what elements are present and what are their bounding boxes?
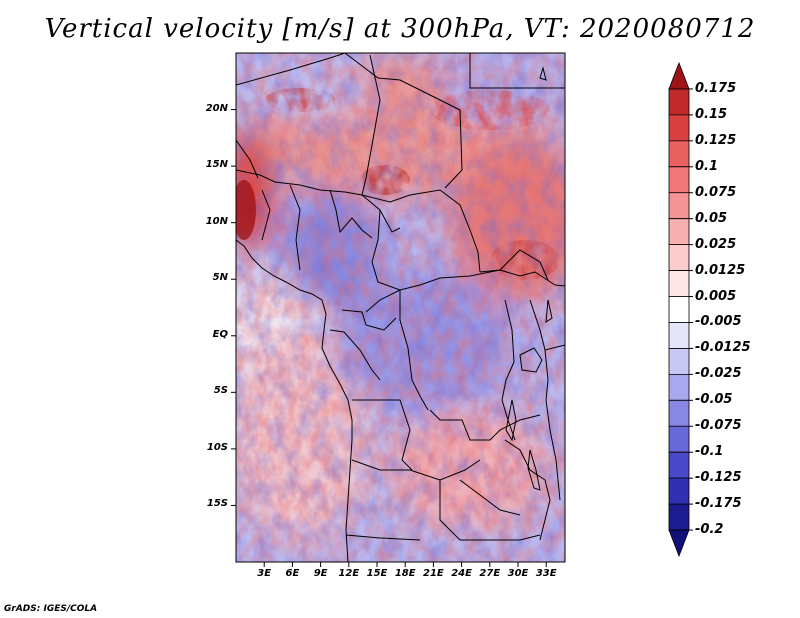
- colorbar-label: 0.175: [695, 80, 737, 96]
- colorbar-label: -0.125: [695, 470, 742, 486]
- colorbar-label: -0.2: [695, 522, 724, 538]
- lat-tick-label: EQ: [212, 328, 228, 340]
- colorbar-swatch: [668, 529, 690, 558]
- lat-tick-label: 10S: [206, 441, 228, 453]
- colorbar-swatch: [668, 114, 690, 142]
- colorbar-swatch: [668, 270, 690, 297]
- colorbar-label: 0.025: [695, 236, 737, 252]
- colorbar-label: 0.005: [695, 288, 737, 304]
- lat-tick-label: 5N: [212, 272, 228, 284]
- colorbar-swatch: [668, 425, 690, 453]
- colorbar-swatch: [668, 477, 690, 505]
- colorbar-label: -0.0125: [695, 340, 751, 356]
- colorbar-swatch: [668, 399, 690, 427]
- colorbar-label: -0.05: [695, 392, 733, 408]
- colorbar-swatch: [668, 348, 690, 375]
- colorbar-label: 0.075: [695, 184, 737, 200]
- colorbar-swatch: [668, 88, 690, 116]
- colorbar-label: 0.05: [695, 210, 728, 226]
- lat-tick-label: 5S: [213, 385, 228, 397]
- lon-tick-label: 24E: [451, 568, 472, 579]
- colorbar-swatch: [668, 503, 690, 531]
- colorbar-label: 0.15: [695, 106, 728, 122]
- lon-tick-label: 21E: [423, 568, 444, 579]
- colorbar-swatch: [668, 296, 690, 323]
- colorbar-swatch: [668, 192, 690, 220]
- lon-tick-label: 33E: [535, 568, 557, 579]
- plot-frame: [235, 52, 566, 563]
- lat-tick-marks: [231, 109, 236, 506]
- colorbar-label: 0.125: [695, 132, 737, 148]
- colorbar-swatch: [668, 218, 690, 246]
- lon-tick-label: 12E: [338, 568, 360, 579]
- velocity-field: [236, 53, 565, 562]
- country-borders: [236, 53, 565, 562]
- lon-tick-label: 9E: [313, 568, 328, 579]
- lon-tick-label: 30E: [507, 568, 529, 579]
- colorbar-label: -0.025: [695, 366, 742, 382]
- lat-tick-label: 20N: [205, 102, 228, 114]
- colorbar-label: -0.175: [695, 496, 742, 512]
- lon-tick-label: 27E: [479, 568, 501, 579]
- lon-tick-label: 15E: [366, 568, 388, 579]
- lon-tick-label: 6E: [285, 568, 300, 579]
- colorbar-swatch: [668, 140, 690, 168]
- colorbar-swatch: [668, 244, 690, 271]
- colorbar-label: 0.0125: [695, 262, 746, 278]
- lon-tick-label: 3E: [257, 568, 272, 579]
- lon-tick-marks: [263, 562, 547, 567]
- lat-tick-label: 10N: [205, 215, 228, 227]
- colorbar-label: 0.1: [695, 158, 719, 174]
- lat-tick-label: 15N: [205, 159, 228, 171]
- colorbar-swatch: [668, 322, 690, 349]
- footer-credit: GrADS: IGES/COLA: [4, 604, 98, 614]
- colorbar-swatch: [668, 373, 690, 401]
- colorbar-swatch: [668, 61, 690, 90]
- chart-title: Vertical velocity [m/s] at 300hPa, VT: 2…: [44, 14, 756, 44]
- lon-tick-label: 18E: [394, 568, 416, 579]
- colorbar-swatch: [668, 451, 690, 479]
- colorbar-label: -0.005: [695, 314, 742, 330]
- lat-tick-label: 15S: [206, 498, 228, 510]
- colorbar-label: -0.075: [695, 418, 742, 434]
- colorbar-swatch: [668, 166, 690, 194]
- colorbar-label: -0.1: [695, 444, 724, 460]
